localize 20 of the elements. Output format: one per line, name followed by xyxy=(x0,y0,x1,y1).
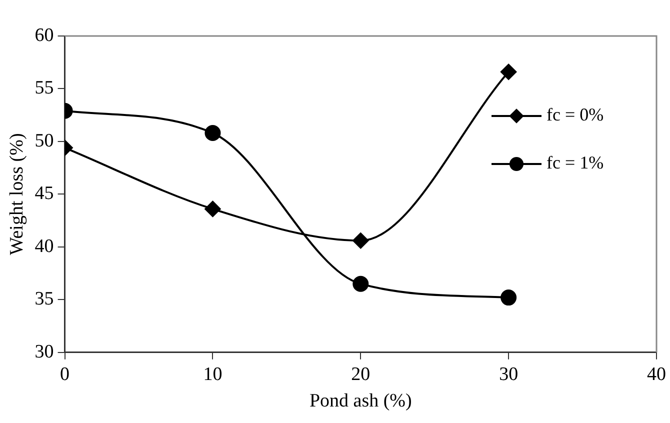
x-tick-label: 0 xyxy=(60,364,70,385)
x-tick-label: 40 xyxy=(647,364,666,385)
point xyxy=(352,276,369,292)
point xyxy=(500,64,517,80)
y-tick-label: 50 xyxy=(34,130,54,152)
y-tick-label: 55 xyxy=(34,78,54,99)
y-tick-label: 45 xyxy=(34,183,54,204)
x-tick-label: 20 xyxy=(351,364,370,385)
x-tick-label: 10 xyxy=(203,364,222,385)
x-tick-label: 30 xyxy=(499,364,518,385)
legend-label: fc = 0% xyxy=(546,104,604,125)
point xyxy=(352,232,369,249)
y-tick-label: 30 xyxy=(34,341,54,362)
point xyxy=(500,290,517,306)
y-axis-title: Weight loss (%) xyxy=(6,133,28,256)
y-tick-label: 60 xyxy=(34,24,54,46)
legend-label: fc = 1% xyxy=(546,152,604,173)
y-tick-label: 40 xyxy=(34,236,54,257)
x-axis-title: Pond ash (%) xyxy=(309,390,412,412)
y-tick-label: 35 xyxy=(34,288,54,310)
